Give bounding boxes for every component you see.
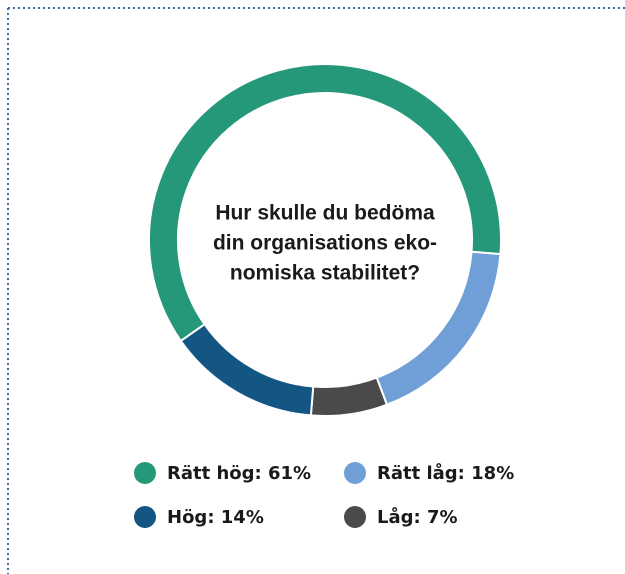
legend-label: Rätt hög: 61% xyxy=(167,463,311,484)
donut-segment xyxy=(309,376,389,417)
legend-swatch xyxy=(134,462,156,484)
legend-label: Hög: 14% xyxy=(167,507,264,528)
chart-title: din organisations eko- xyxy=(213,232,437,255)
donut-segment xyxy=(148,63,502,343)
chart-title: nomiska stabilitet? xyxy=(230,262,420,285)
legend-label: Låg: 7% xyxy=(377,506,458,528)
legend-swatch xyxy=(344,506,366,528)
donut-segment xyxy=(179,322,315,417)
donut xyxy=(148,63,502,417)
chart-title: Hur skulle du bedöma xyxy=(215,202,435,225)
legend-swatch xyxy=(134,506,156,528)
legend-swatch xyxy=(344,462,366,484)
legend-label: Rätt låg: 18% xyxy=(377,462,514,484)
